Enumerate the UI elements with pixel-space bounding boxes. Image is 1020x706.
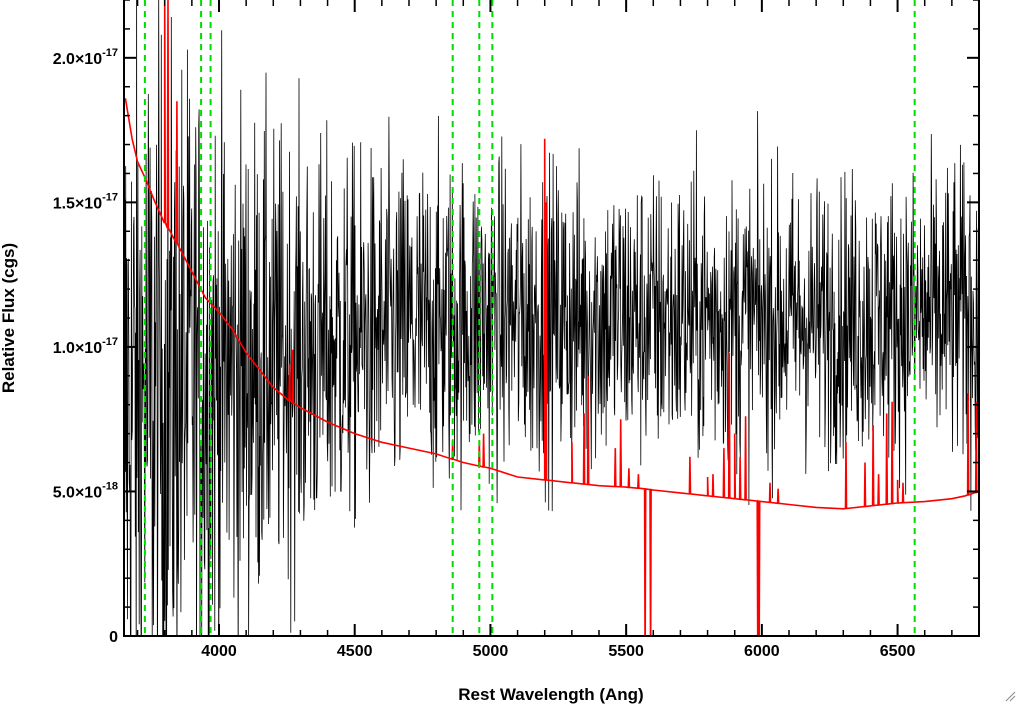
y-tick-label: 2.0×10-17 — [53, 47, 118, 68]
y-tick-label: 1.0×10-17 — [53, 336, 118, 357]
y-tick-label: 5.0×10-18 — [53, 480, 118, 501]
x-axis-title: Rest Wavelength (Ang) — [458, 685, 643, 704]
x-tick-label: 4000 — [201, 643, 237, 660]
y-tick-label: 1.5×10-17 — [53, 191, 118, 212]
y-axis-title: Relative Flux (cgs) — [0, 243, 18, 393]
model-continuum-line — [124, 0, 979, 636]
x-tick-label: 4500 — [337, 643, 373, 660]
y-tick-label: 0 — [109, 629, 118, 646]
x-tick-label: 6500 — [880, 643, 916, 660]
plot-frame — [123, 0, 980, 637]
resize-grip-icon[interactable] — [1004, 690, 1016, 702]
observed-spectrum-line — [124, 0, 979, 636]
x-tick-label: 6000 — [744, 643, 780, 660]
x-tick-label: 5500 — [608, 643, 644, 660]
x-tick-label: 5000 — [473, 643, 509, 660]
